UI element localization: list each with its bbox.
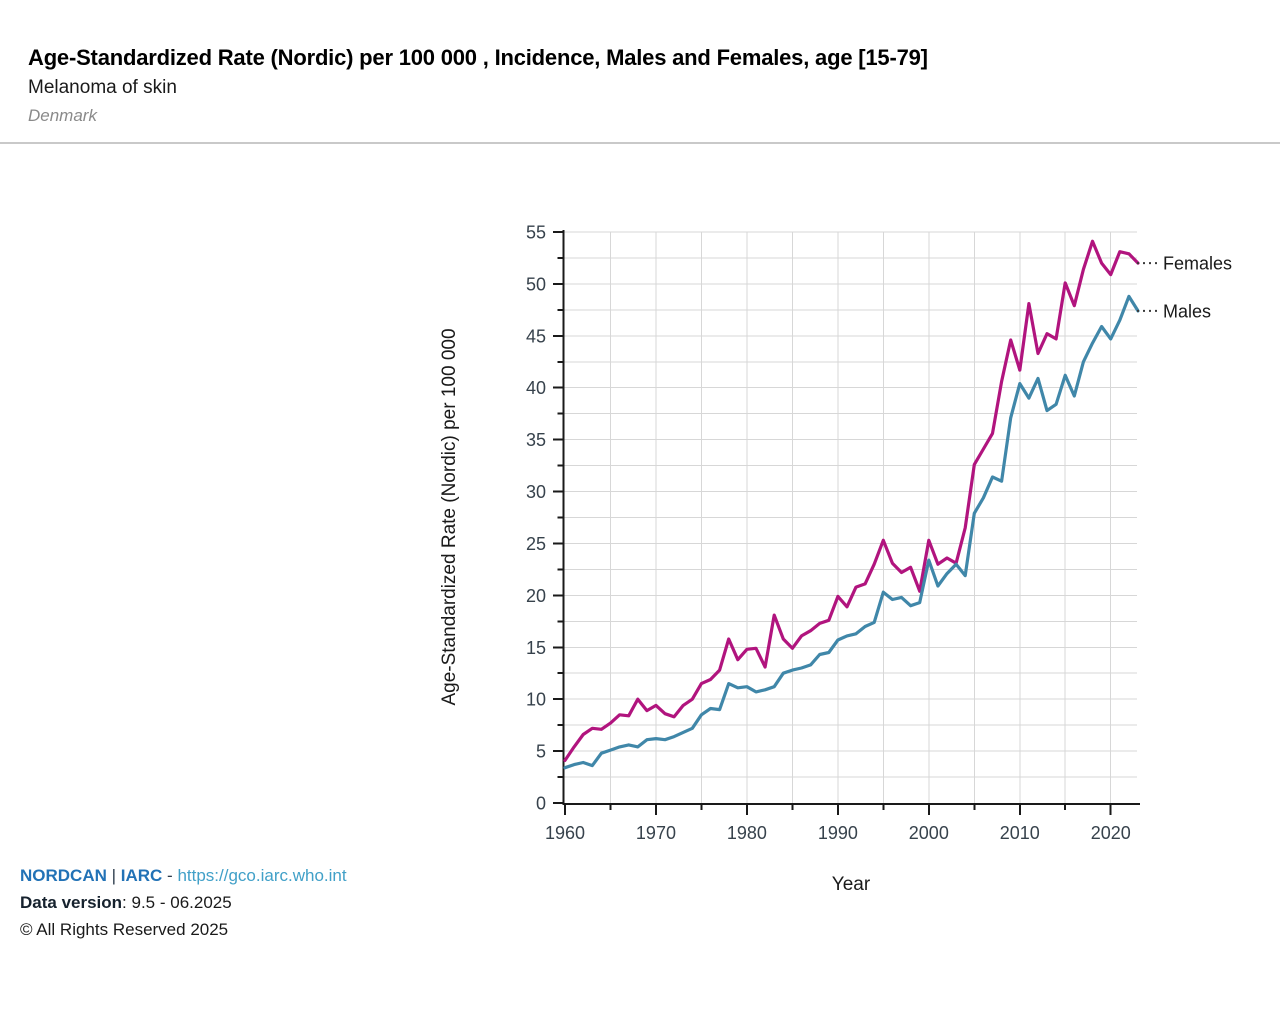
svg-text:10: 10 <box>526 690 546 710</box>
x-tick-labels: 1960 1970 1980 1990 2000 2010 2020 <box>545 823 1131 843</box>
females-line <box>563 239 1140 763</box>
y-tick-labels: 0 5 10 15 20 25 30 35 40 45 50 55 <box>526 223 546 814</box>
svg-text:35: 35 <box>526 430 546 450</box>
source-line: NORDCAN | IARC - https://gco.iarc.who.in… <box>20 866 347 886</box>
svg-text:2000: 2000 <box>909 823 949 843</box>
svg-text:2010: 2010 <box>1000 823 1040 843</box>
svg-text:1960: 1960 <box>545 823 585 843</box>
svg-text:55: 55 <box>526 223 546 243</box>
svg-text:45: 45 <box>526 326 546 346</box>
data-version-value: : 9.5 - 06.2025 <box>122 893 232 912</box>
svg-text:40: 40 <box>526 378 546 398</box>
svg-text:1970: 1970 <box>636 823 676 843</box>
pipe-separator: | <box>106 866 121 885</box>
svg-text:20: 20 <box>526 586 546 606</box>
nordcan-link[interactable]: NORDCAN <box>20 866 107 885</box>
svg-text:5: 5 <box>536 742 546 762</box>
svg-text:25: 25 <box>526 534 546 554</box>
region-label: Denmark <box>28 106 97 125</box>
svg-text:0: 0 <box>536 794 546 814</box>
data-version-line: Data version: 9.5 - 06.2025 <box>20 893 232 913</box>
dash-separator: - <box>162 866 178 885</box>
svg-text:30: 30 <box>526 482 546 502</box>
gco-url-link[interactable]: https://gco.iarc.who.int <box>177 866 347 885</box>
header-divider <box>0 142 1280 144</box>
axes <box>553 230 1140 815</box>
gridlines <box>564 231 1137 803</box>
y-axis-title: Age-Standardized Rate (Nordic) per 100 0… <box>439 328 460 705</box>
svg-text:2020: 2020 <box>1091 823 1131 843</box>
legend-label-females: Females <box>1163 254 1232 274</box>
x-axis-title: Year <box>832 874 871 895</box>
legend-label-males: Males <box>1163 301 1211 321</box>
page-title: Age-Standardized Rate (Nordic) per 100 0… <box>28 45 928 70</box>
data-version-label: Data version <box>20 893 123 912</box>
svg-text:1980: 1980 <box>727 823 767 843</box>
svg-text:15: 15 <box>526 638 546 658</box>
page-subtitle: Melanoma of skin <box>28 77 177 98</box>
svg-text:1990: 1990 <box>818 823 858 843</box>
iarc-link[interactable]: IARC <box>120 866 163 885</box>
svg-text:50: 50 <box>526 274 546 294</box>
males-line <box>563 294 1140 770</box>
copyright-line: © All Rights Reserved 2025 <box>20 920 229 939</box>
